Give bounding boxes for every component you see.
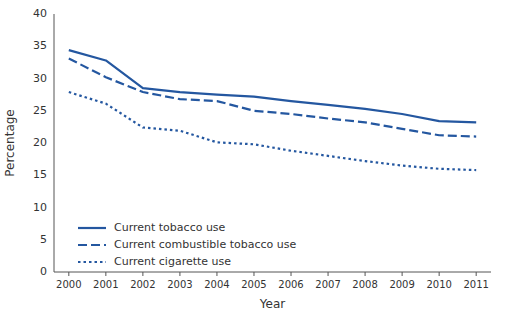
legend-label: Current combustible tobacco use — [114, 238, 296, 251]
x-axis-label: Year — [259, 297, 285, 311]
series-line — [69, 92, 476, 170]
x-tick — [439, 272, 440, 276]
y-tick-label: 5 — [40, 233, 47, 246]
y-tick-label: 20 — [33, 136, 47, 149]
lines — [69, 50, 476, 170]
series-line — [69, 59, 476, 137]
y-tick-label: 10 — [33, 201, 47, 214]
x-tick-label: 2001 — [93, 279, 118, 290]
x-tick-label: 2008 — [352, 279, 377, 290]
x-tick — [365, 272, 366, 276]
x-tick — [216, 272, 217, 276]
x-tick-label: 2005 — [241, 279, 266, 290]
x-tick-label: 2000 — [56, 279, 81, 290]
x-tick — [253, 272, 254, 276]
x-tick-label: 2003 — [167, 279, 192, 290]
y-tick-label: 0 — [40, 265, 47, 278]
x-tick — [402, 272, 403, 276]
x-tick-label: 2006 — [278, 279, 303, 290]
x-tick-label: 2004 — [204, 279, 229, 290]
y-tick-label: 30 — [33, 72, 47, 85]
x-tick-label: 2011 — [463, 279, 488, 290]
y-tick-label: 25 — [33, 104, 47, 117]
y-axis-line — [54, 14, 55, 272]
legend: Current tobacco use Current combustible t… — [78, 221, 296, 268]
legend-swatch — [78, 261, 106, 263]
chart: 0 5 10 15 20 25 30 35 40 2000 2001 2002 2003 2004 2005… — [0, 0, 507, 316]
x-tick — [328, 272, 329, 276]
x-tick — [68, 272, 69, 276]
x-tick — [291, 272, 292, 276]
legend-swatch — [78, 244, 106, 246]
legend-swatch — [78, 227, 106, 229]
x-tick-label: 2009 — [389, 279, 414, 290]
legend-label: Current cigarette use — [114, 255, 231, 268]
y-tick-label: 35 — [33, 39, 47, 52]
x-tick — [142, 272, 143, 276]
x-tick — [476, 272, 477, 276]
x-tick-label: 2002 — [130, 279, 155, 290]
x-axis-line — [54, 272, 491, 273]
x-tick — [179, 272, 180, 276]
y-axis-label: Percentage — [3, 109, 17, 177]
x-tick-label: 2007 — [315, 279, 340, 290]
y-tick-label: 40 — [33, 7, 47, 20]
legend-label: Current tobacco use — [114, 221, 226, 234]
x-tick-label: 2010 — [426, 279, 451, 290]
x-tick — [105, 272, 106, 276]
y-tick-label: 15 — [33, 168, 47, 181]
